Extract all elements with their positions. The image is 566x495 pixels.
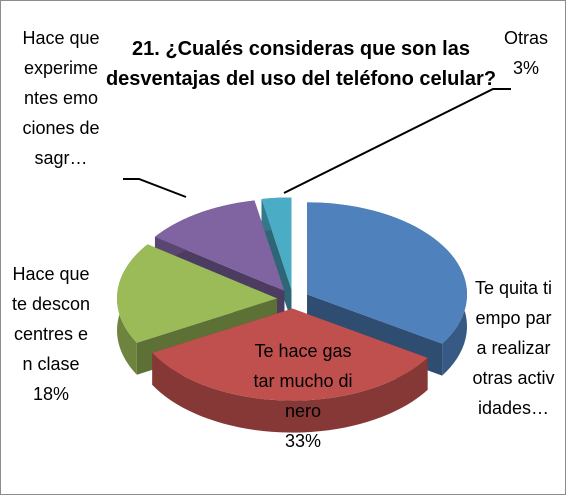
- slice-top: [154, 200, 285, 291]
- category-label: Otras: [503, 28, 548, 48]
- data-label: Hace que te desconcentres en clase 18%: [11, 259, 91, 409]
- leader-line: [283, 88, 511, 194]
- category-label: Te hace gastar mucho dinero: [253, 341, 353, 421]
- value-label: 33%: [284, 431, 322, 451]
- slice-wall: [152, 352, 428, 433]
- chart-title: 21. ¿Cualés consideras que son las desve…: [105, 38, 497, 90]
- slice-top: [117, 244, 278, 343]
- value-label: 3%: [512, 58, 539, 78]
- slice-top: [307, 202, 467, 344]
- data-label: Te hace gastar mucho dinero 33%: [253, 336, 353, 456]
- data-label: Hace que experimentes emociones desagr…: [21, 23, 101, 173]
- value-label: 18%: [32, 384, 70, 404]
- leader-line: [123, 178, 187, 198]
- category-label: Te quita tiempo para realizar otras acti…: [472, 278, 555, 418]
- category-label: Hace que experimentes emociones desagr…: [22, 28, 100, 168]
- data-label: Te quita tiempo para realizar otras acti…: [471, 273, 556, 423]
- slice-top: [152, 308, 428, 401]
- data-label: Otras 3%: [496, 23, 556, 83]
- category-label: Hace que te desconcentres en clase: [11, 264, 91, 374]
- slice-top: [261, 197, 292, 290]
- pie-slice: [152, 308, 428, 433]
